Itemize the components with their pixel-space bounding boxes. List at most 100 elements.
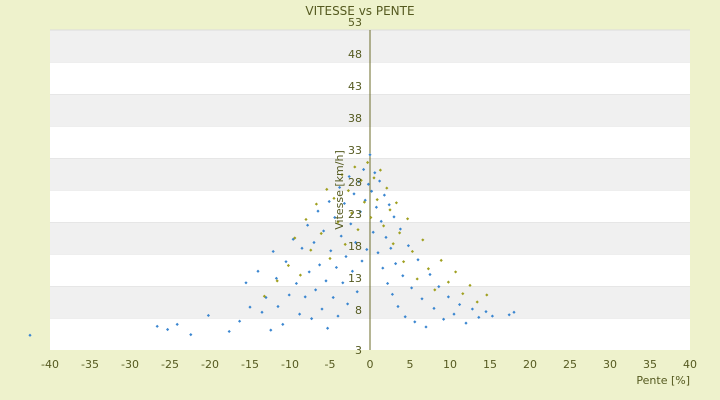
data-point — [336, 220, 340, 224]
data-point — [319, 231, 323, 236]
y-tick-label: 3 — [355, 344, 362, 357]
data-point — [381, 266, 385, 270]
x-tick-label: 5 — [407, 358, 414, 371]
data-point — [260, 310, 264, 314]
data-point — [350, 211, 354, 215]
data-point — [368, 153, 372, 157]
data-point — [227, 329, 231, 334]
data-point — [446, 280, 450, 284]
y-tick-label: 43 — [348, 80, 362, 93]
x-tick-labels: -40 -35 -30 -25 -20 -15 -10 -5 0 5 10 15 20 25 30 35 40 — [41, 358, 697, 371]
data-point — [269, 328, 273, 332]
data-point — [271, 249, 275, 254]
x-tick-label: -20 — [201, 358, 219, 371]
data-point — [307, 270, 311, 274]
data-point — [470, 307, 474, 311]
x-tick-label: -15 — [241, 358, 259, 371]
data-point — [298, 312, 302, 316]
data-point — [461, 292, 465, 296]
data-point — [334, 265, 338, 270]
data-point — [306, 223, 310, 227]
data-point — [344, 254, 348, 259]
data-point — [284, 260, 288, 264]
data-point — [248, 305, 252, 309]
data-point — [415, 277, 419, 281]
data-point — [287, 293, 291, 297]
data-point — [316, 209, 320, 213]
data-point — [375, 198, 379, 202]
x-tick-label: 15 — [483, 358, 497, 371]
data-point — [314, 288, 318, 292]
y-tick-label: 33 — [348, 144, 362, 157]
data-point — [327, 199, 331, 204]
data-point — [464, 321, 468, 325]
data-point — [318, 263, 322, 267]
data-point — [346, 189, 350, 193]
data-point — [424, 325, 428, 329]
data-points — [28, 153, 516, 337]
data-point — [322, 229, 326, 233]
data-point — [353, 165, 357, 169]
data-point — [386, 281, 390, 286]
x-tick-label: -40 — [41, 358, 59, 371]
data-point — [341, 281, 345, 285]
data-point — [294, 281, 298, 286]
data-point — [286, 263, 290, 268]
data-point — [390, 292, 394, 296]
data-point — [410, 249, 414, 254]
data-point — [468, 283, 472, 287]
data-point — [371, 230, 375, 234]
data-point — [410, 286, 414, 290]
data-point — [175, 322, 179, 326]
data-point — [304, 217, 308, 222]
data-point — [484, 310, 488, 314]
data-point — [458, 302, 462, 307]
data-point — [354, 240, 358, 245]
data-point — [206, 313, 210, 318]
y-tick-label: 53 — [348, 16, 362, 29]
data-point — [310, 317, 314, 321]
data-point — [402, 260, 406, 264]
x-tick-label: 20 — [523, 358, 537, 371]
data-point — [244, 281, 248, 285]
x-tick-label: 35 — [643, 358, 657, 371]
data-point — [384, 235, 388, 239]
data-point — [426, 267, 430, 271]
y-tick-label: 8 — [355, 304, 362, 317]
data-point — [189, 333, 193, 337]
data-point — [406, 217, 410, 221]
data-point — [392, 215, 396, 219]
data-point — [343, 242, 347, 246]
data-point — [446, 295, 450, 299]
data-point — [372, 176, 376, 180]
data-point — [401, 274, 405, 278]
x-tick-label: 0 — [367, 358, 374, 371]
x-axis-label: Pente [%] — [636, 374, 690, 387]
data-point — [329, 249, 333, 253]
data-point — [396, 304, 400, 309]
data-point — [352, 192, 356, 196]
data-point — [420, 297, 424, 301]
data-point — [300, 246, 304, 250]
data-point — [298, 273, 302, 277]
chart-title: VITESSE vs PENTE — [305, 4, 414, 18]
data-point — [403, 315, 407, 319]
data-point — [346, 302, 350, 306]
data-point — [339, 234, 343, 238]
data-point — [389, 246, 393, 250]
data-point — [340, 173, 344, 177]
data-point — [475, 300, 479, 304]
data-point — [281, 322, 285, 326]
data-point — [166, 327, 170, 332]
data-point — [356, 228, 360, 232]
data-point — [507, 313, 511, 317]
data-point — [347, 174, 351, 179]
data-point — [374, 205, 378, 209]
x-tick-label: -5 — [325, 358, 336, 371]
data-point — [382, 224, 386, 228]
data-point — [366, 160, 370, 165]
data-point — [350, 269, 354, 273]
data-point — [376, 251, 380, 255]
data-point — [369, 215, 373, 220]
